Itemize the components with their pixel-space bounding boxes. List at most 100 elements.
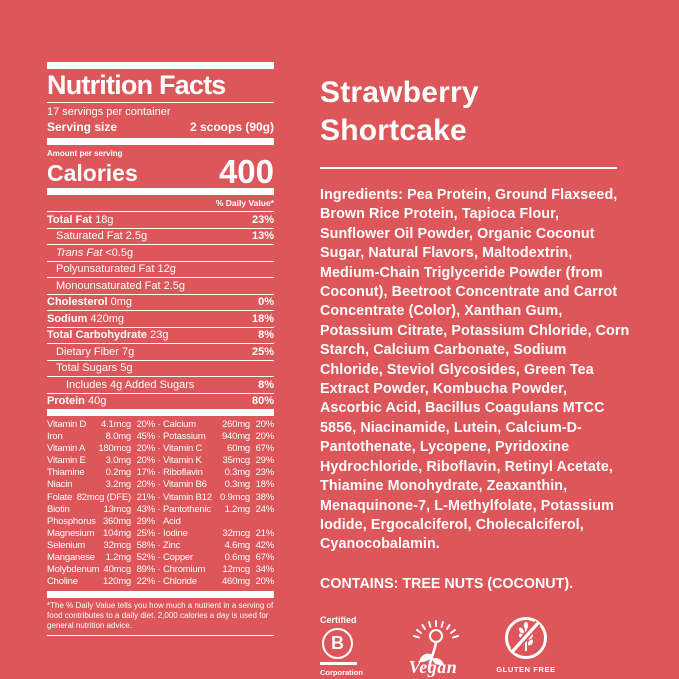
micronutrient-cell: Iron 8.0mg 45%	[47, 431, 155, 442]
nutrient-row: Sodium 420mg 18%	[47, 310, 274, 327]
micronutrient-dv: 21%	[255, 527, 275, 539]
nutrient-row: Saturated Fat 2.5g 13%	[47, 227, 274, 245]
product-info-panel: Strawberry Shortcake Ingredients: Pea Pr…	[320, 74, 632, 678]
micronutrient-name: Riboflavin	[163, 467, 203, 479]
micronutrient-row: Thiamine 0.2mg 17% · Riboflavin 0.3mg 23%	[47, 467, 274, 479]
amount-per-serving-label: Amount per serving	[47, 149, 123, 158]
column-separator-dot: ·	[157, 576, 161, 588]
micronutrient-name: Vitamin B6	[163, 479, 207, 491]
daily-value-footnote: *The % Daily Value tells you how much a …	[47, 601, 274, 631]
column-separator-dot: ·	[157, 552, 161, 564]
micronutrient-dv: 67%	[255, 552, 275, 564]
nutrient-daily-value: 18%	[251, 312, 274, 325]
micronutrient-dv: 34%	[255, 564, 275, 576]
allergen-statement: CONTAINS: TREE NUTS (COCONUT).	[320, 575, 574, 592]
column-separator-dot: ·	[157, 491, 161, 503]
micronutrient-cell: Zinc 4.6mg 42%	[163, 540, 274, 551]
micronutrient-name: Choline	[47, 576, 78, 588]
micronutrient-row: Magnesium 104mg 25% · Iodine 32mcg 21%	[47, 528, 274, 540]
micronutrient-dv: 21%	[136, 491, 156, 503]
micronutrient-amount: 0.6mg	[224, 552, 251, 564]
micronutrient-cell: Selenium 32mcg 58%	[47, 540, 155, 551]
micronutrient-dv: 45%	[136, 431, 156, 443]
micronutrient-amount: 0.2mg	[105, 467, 132, 479]
micronutrient-row: Vitamin D 4.1mcg 20% · Calcium 260mg 20%	[47, 419, 274, 431]
nutrient-row: Total Carbohydrate 23g 8%	[47, 326, 274, 344]
micronutrient-row: Choline 120mg 22% · Chloride 460mg 20%	[47, 576, 274, 588]
micronutrient-name: Niacin	[47, 479, 73, 491]
nutrient-daily-value: 8%	[258, 378, 274, 391]
nutrient-name-amount: Includes 4g Added Sugars	[66, 378, 195, 391]
bcorp-underline	[320, 661, 357, 666]
micronutrient-dv: 20%	[136, 455, 156, 467]
nutrient-daily-value: 80%	[251, 395, 274, 408]
divider-bar	[47, 591, 274, 599]
micronutrient-row: Folate 82mcg (DFE) 21% · Vitamin B12 0.9mcg 38…	[47, 492, 274, 504]
micronutrient-name: Vitamin C	[163, 443, 203, 455]
micronutrient-name: Biotin	[47, 503, 70, 515]
micronutrient-amount: 940mg	[221, 431, 250, 443]
micronutrient-row: Phosphorus 360mg 29% Acid	[47, 516, 274, 528]
calories-value: 400	[218, 153, 274, 190]
micronutrient-name: Chloride	[163, 576, 197, 588]
micronutrient-name: Molybdenum	[47, 564, 100, 576]
column-separator-dot: ·	[157, 467, 161, 479]
nutrient-name-amount: Total Sugars 5g	[56, 362, 133, 375]
micronutrient-amount: 8.0mg	[105, 431, 132, 443]
micronutrient-row: Niacin 3.2mg 20% · Vitamin B6 0.3mg 18%	[47, 479, 274, 491]
gluten-free-label: GLUTEN FREE	[496, 664, 556, 674]
nutrient-daily-value: 25%	[251, 345, 274, 358]
nutrient-name-amount: Protein 40g	[47, 395, 107, 408]
micronutrient-cell: Vitamin A 180mcg 20%	[47, 443, 155, 454]
bcorp-corporation-text: Corporation	[320, 668, 363, 678]
micronutrient-cell: Magnesium 104mg 25%	[47, 528, 155, 539]
micronutrient-name: Acid	[163, 515, 181, 527]
micronutrient-dv: 20%	[255, 431, 275, 443]
micronutrient-amount: 12mcg	[222, 564, 250, 576]
servings-per-container: 17 servings per container	[47, 106, 171, 118]
column-separator-dot: ·	[157, 564, 161, 576]
micronutrient-cell: Vitamin K 35mcg 29%	[163, 455, 274, 466]
column-separator-dot: ·	[157, 431, 161, 443]
micronutrient-row: Vitamin E 3.0mg 20% · Vitamin K 35mcg 29%	[47, 455, 274, 467]
micronutrient-amount: 1.2mg	[224, 503, 251, 515]
micronutrient-dv: 58%	[136, 539, 156, 551]
ingredients-label: Ingredients:	[320, 187, 404, 203]
divider-line	[47, 635, 274, 637]
micronutrient-table: Vitamin D 4.1mcg 20% · Calcium 260mg 20% Iron 8.…	[47, 416, 274, 591]
micronutrient-cell: Potassium 940mg 20%	[163, 431, 274, 442]
certification-badges: Certified B Corporation	[320, 615, 632, 678]
daily-value-header: % Daily Value*	[215, 198, 274, 208]
micronutrient-dv: 42%	[255, 539, 275, 551]
micronutrient-cell: Chromium 12mcg 34%	[163, 564, 274, 575]
micronutrient-amount: 120mg	[102, 576, 131, 588]
micronutrient-dv: 29%	[136, 515, 156, 527]
divider-bar	[47, 188, 274, 195]
micronutrient-amount: 3.2mg	[105, 479, 132, 491]
bcorp-letter: B	[331, 632, 344, 653]
micronutrient-cell: Vitamin E 3.0mg 20%	[47, 455, 155, 466]
micronutrient-name: Chromium	[163, 564, 206, 576]
micronutrient-cell: Molybdenum 40mcg 89%	[47, 564, 155, 575]
micronutrient-dv: 20%	[136, 443, 156, 455]
micronutrient-name: Magnesium	[47, 527, 95, 539]
micronutrient-name: Manganese	[47, 552, 95, 564]
micronutrient-cell: Calcium 260mg 20%	[163, 419, 274, 430]
micronutrient-dv: 17%	[136, 467, 156, 479]
nutrient-name-amount: Monounsaturated Fat 2.5g	[56, 279, 186, 292]
column-separator-dot: ·	[157, 527, 161, 539]
micronutrient-amount: 40mcg	[103, 564, 131, 576]
micronutrient-dv: 18%	[255, 479, 275, 491]
micronutrient-amount: 4.6mg	[224, 539, 251, 551]
nutrient-name-amount: Polyunsaturated Fat 12g	[56, 263, 176, 276]
vegan-label: Vegan	[408, 656, 458, 677]
serving-size-row: Serving size 2 scoops (90g)	[47, 119, 274, 138]
micronutrient-dv: 24%	[255, 503, 275, 515]
micronutrient-name: Copper	[163, 552, 193, 564]
column-separator-dot: ·	[157, 455, 161, 467]
micronutrient-name: Iron	[47, 431, 63, 443]
micronutrient-dv: 43%	[136, 503, 156, 515]
divider-bar	[47, 409, 274, 416]
nutrient-name-amount: Total Fat 18g	[47, 213, 114, 226]
